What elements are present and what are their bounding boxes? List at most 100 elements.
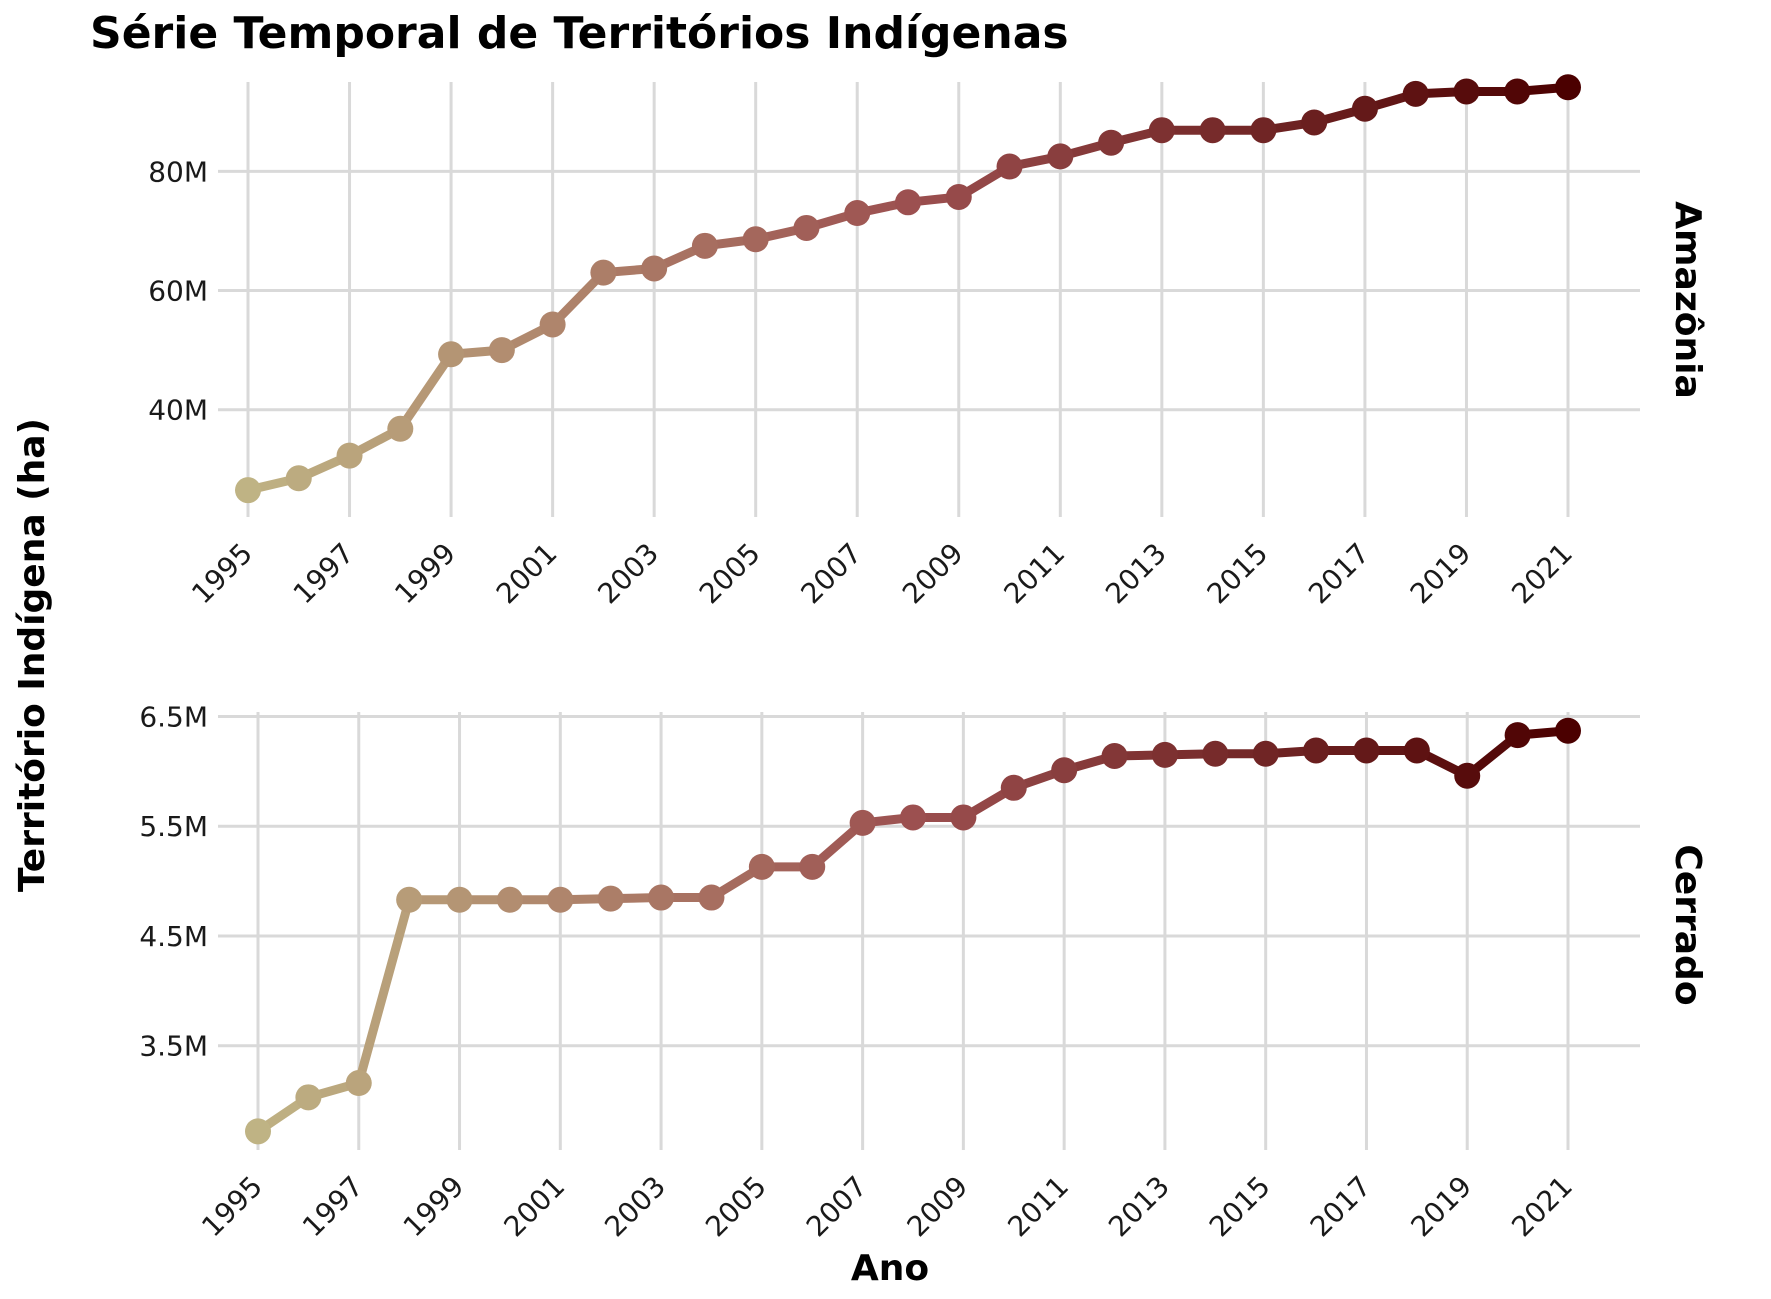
data-point — [648, 884, 675, 911]
data-point — [895, 189, 921, 216]
data-point — [235, 477, 261, 504]
data-point — [849, 809, 876, 836]
facet-label: Cerrado — [1667, 844, 1708, 1005]
y-tick-label: 6.5M — [139, 700, 208, 733]
data-point — [1555, 717, 1581, 744]
data-point — [1353, 737, 1380, 764]
x-tick-label: 2003 — [591, 537, 665, 611]
series-line-segment — [354, 895, 414, 1088]
y-axis-title: Território Indígena (ha) — [12, 418, 53, 892]
x-tick-label: 2009 — [901, 1170, 975, 1244]
x-tick-label: 2015 — [1203, 1170, 1277, 1244]
data-point — [438, 341, 465, 368]
data-point — [245, 1118, 271, 1145]
x-tick-label: 2011 — [998, 537, 1072, 611]
x-axis-title: Ano — [851, 1248, 929, 1289]
x-tick-label: 2001 — [490, 537, 564, 611]
data-point — [900, 804, 926, 831]
data-point — [1504, 78, 1531, 105]
data-point — [396, 886, 423, 913]
y-tick-label: 4.5M — [139, 920, 208, 953]
data-point — [1351, 95, 1378, 122]
x-tick-label: 2017 — [1302, 537, 1376, 611]
data-point — [488, 337, 515, 364]
data-point — [1453, 78, 1480, 105]
x-tick-label: 1999 — [388, 537, 462, 611]
x-tick-label: 2015 — [1201, 537, 1275, 611]
data-point — [1000, 774, 1027, 801]
data-point — [1047, 143, 1074, 170]
data-point — [1148, 117, 1175, 144]
panel-amaznia: 1995 1997 1999 2001 2003 2005 2007 2009 2011 2013… — [148, 74, 1708, 610]
data-point — [1202, 740, 1229, 767]
x-tick-label: 2019 — [1404, 537, 1478, 611]
x-tick-label: 2021 — [1505, 537, 1579, 611]
y-tick-label: 80M — [148, 155, 208, 188]
data-point — [698, 884, 725, 911]
data-point — [1199, 117, 1226, 144]
data-point — [597, 885, 624, 912]
data-point — [345, 1070, 372, 1097]
chart-title: Série Temporal de Territórios Indígenas — [90, 8, 1069, 59]
x-tick-label: 2019 — [1404, 1170, 1478, 1244]
data-point — [1098, 129, 1125, 156]
x-tick-label: 2017 — [1304, 1170, 1378, 1244]
data-point — [496, 886, 523, 913]
x-tick-label: 2021 — [1505, 1170, 1579, 1244]
data-point — [446, 886, 473, 913]
data-point — [742, 226, 769, 253]
x-tick-label: 2003 — [598, 1170, 672, 1244]
x-tick-label: 2001 — [498, 1170, 572, 1244]
x-tick-label: 2011 — [1001, 1170, 1075, 1244]
panels-layer: 1995 1997 1999 2001 2003 2005 2007 2009 2011 2013… — [139, 74, 1708, 1243]
data-point — [799, 853, 826, 880]
x-tick-label: 1997 — [296, 1170, 370, 1244]
facet-label: Amazônia — [1667, 201, 1708, 399]
y-tick-label: 3.5M — [139, 1030, 208, 1063]
data-point — [1250, 117, 1277, 144]
x-tick-label: 2013 — [1099, 537, 1173, 611]
x-tick-label: 2009 — [896, 537, 970, 611]
data-point — [285, 465, 312, 492]
data-point — [590, 259, 617, 286]
data-point — [1402, 80, 1429, 107]
data-point — [1151, 741, 1178, 768]
data-point — [996, 153, 1023, 180]
data-point — [1252, 740, 1279, 767]
x-tick-label: 1999 — [397, 1170, 471, 1244]
x-tick-label: 2013 — [1102, 1170, 1176, 1244]
data-point — [844, 200, 871, 227]
data-point — [547, 886, 574, 913]
y-tick-label: 40M — [148, 394, 208, 427]
data-point — [1504, 722, 1531, 749]
data-point — [1303, 737, 1330, 764]
data-point — [1101, 742, 1128, 769]
data-point — [641, 255, 668, 282]
x-tick-label: 1995 — [185, 537, 259, 611]
x-tick-label: 2007 — [794, 537, 868, 611]
data-point — [539, 311, 566, 338]
y-tick-label: 60M — [148, 275, 208, 308]
x-tick-label: 1997 — [287, 537, 361, 611]
data-point — [1555, 74, 1581, 101]
data-point — [336, 442, 363, 469]
data-point — [945, 183, 972, 210]
data-point — [793, 214, 820, 241]
data-point — [295, 1084, 322, 1111]
data-point — [1454, 762, 1481, 789]
data-point — [950, 804, 977, 831]
y-tick-label: 5.5M — [139, 810, 208, 843]
x-tick-label: 2005 — [699, 1170, 773, 1244]
data-point — [387, 415, 414, 442]
data-point — [1403, 737, 1430, 764]
data-point — [1051, 757, 1078, 784]
x-tick-label: 2005 — [693, 537, 767, 611]
x-tick-label: 2007 — [800, 1170, 874, 1244]
data-point — [691, 232, 718, 259]
data-point — [748, 853, 775, 880]
series-line-segment — [395, 349, 456, 434]
panel-cerrado: 1995 1997 1999 2001 2003 2005 2007 2009 2011 2013… — [139, 700, 1708, 1243]
x-tick-label: 1995 — [195, 1170, 269, 1244]
